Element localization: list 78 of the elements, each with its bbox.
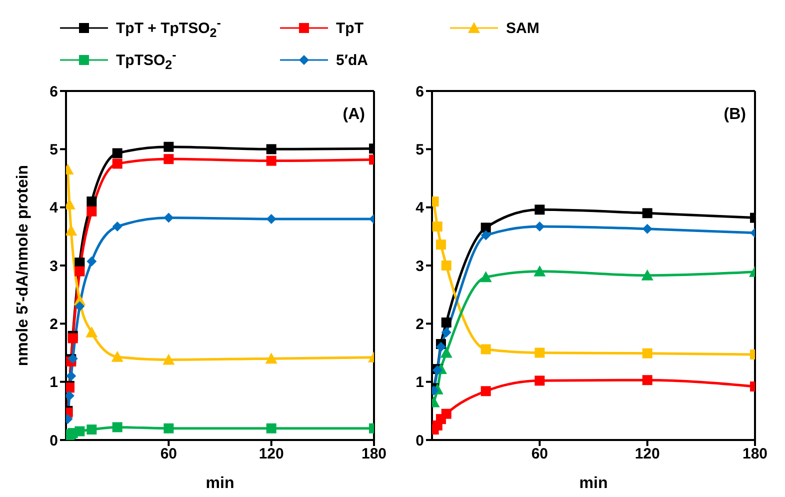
y-tick-label: 4 bbox=[416, 200, 425, 217]
point bbox=[112, 148, 122, 158]
point bbox=[66, 371, 76, 382]
point bbox=[642, 375, 652, 386]
legend-label: SAM bbox=[506, 20, 540, 36]
point bbox=[86, 196, 97, 207]
point bbox=[266, 214, 276, 224]
point bbox=[74, 426, 85, 436]
point bbox=[436, 240, 446, 250]
point bbox=[164, 142, 174, 152]
x-axis-title: min bbox=[206, 475, 234, 492]
point bbox=[534, 348, 545, 358]
point bbox=[112, 158, 122, 169]
point bbox=[112, 222, 122, 232]
point bbox=[642, 208, 652, 218]
point bbox=[74, 258, 85, 268]
x-tick-label: 180 bbox=[742, 446, 768, 463]
point bbox=[441, 327, 452, 338]
point bbox=[86, 206, 97, 216]
point bbox=[265, 352, 278, 364]
point bbox=[66, 224, 78, 236]
point bbox=[164, 423, 174, 434]
y-tick-label: 6 bbox=[50, 83, 58, 100]
point bbox=[480, 344, 491, 354]
point bbox=[68, 333, 78, 344]
point bbox=[534, 222, 545, 232]
legend-label: TpT bbox=[336, 20, 364, 36]
point bbox=[164, 154, 174, 164]
point bbox=[112, 422, 122, 432]
point bbox=[266, 144, 276, 154]
y-tick-label: 3 bbox=[50, 258, 58, 275]
y-tick-label: 3 bbox=[416, 258, 424, 275]
y-tick-label: 4 bbox=[50, 200, 59, 217]
point bbox=[441, 260, 452, 270]
point bbox=[266, 423, 276, 434]
point bbox=[480, 271, 492, 282]
point bbox=[642, 348, 652, 358]
point bbox=[534, 204, 545, 215]
annotation: (A) bbox=[342, 106, 365, 124]
y-tick-label: 2 bbox=[50, 316, 58, 333]
point bbox=[74, 266, 85, 276]
y-axis-title: nmole 5′-dA/nmole protein bbox=[14, 164, 32, 366]
point bbox=[111, 350, 124, 362]
point bbox=[436, 342, 446, 352]
y-tick-label: 0 bbox=[416, 432, 424, 450]
point bbox=[164, 212, 174, 223]
point bbox=[480, 386, 491, 396]
point bbox=[441, 318, 452, 328]
y-tick-label: 1 bbox=[50, 374, 58, 392]
point bbox=[74, 301, 85, 312]
point bbox=[642, 224, 652, 234]
x-tick-label: 180 bbox=[361, 446, 387, 463]
legend-label: 5′dA bbox=[336, 52, 368, 68]
point bbox=[266, 156, 276, 166]
point bbox=[480, 222, 491, 233]
x-tick-label: 60 bbox=[531, 446, 548, 463]
y-tick-label: 2 bbox=[416, 316, 424, 333]
point bbox=[432, 222, 442, 232]
x-axis-title: min bbox=[579, 475, 608, 492]
y-tick-label: 5 bbox=[416, 141, 424, 158]
x-tick-label: 120 bbox=[258, 446, 284, 463]
point bbox=[440, 346, 452, 358]
point bbox=[86, 424, 97, 435]
point bbox=[534, 376, 545, 386]
y-tick-label: 1 bbox=[416, 374, 424, 392]
x-tick-label: 60 bbox=[160, 446, 178, 463]
y-tick-label: 5 bbox=[50, 141, 58, 158]
point bbox=[480, 230, 491, 240]
point bbox=[162, 354, 175, 365]
point bbox=[641, 269, 654, 280]
point bbox=[534, 265, 546, 276]
point bbox=[86, 256, 97, 266]
point bbox=[86, 326, 98, 338]
y-tick-label: 6 bbox=[416, 83, 424, 100]
point bbox=[441, 408, 452, 419]
annotation: (B) bbox=[724, 106, 746, 124]
x-tick-label: 120 bbox=[634, 446, 660, 463]
y-tick-label: 0 bbox=[50, 432, 58, 450]
